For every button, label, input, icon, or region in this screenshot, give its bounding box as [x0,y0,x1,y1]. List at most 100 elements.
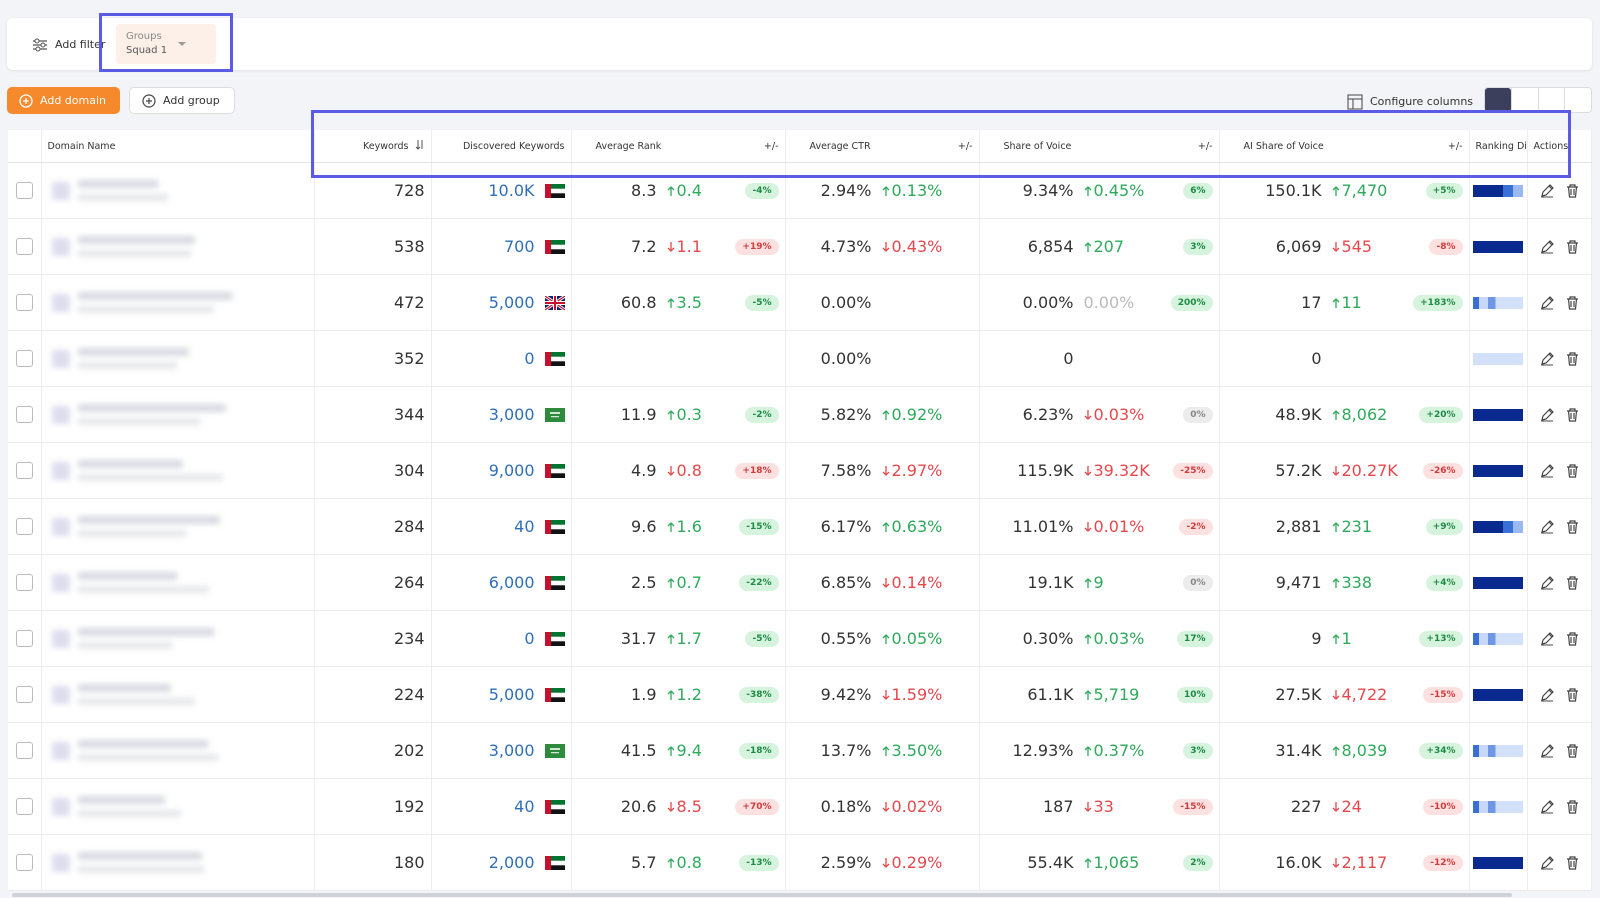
row-checkbox[interactable] [15,798,33,815]
table-cell [1469,554,1528,611]
view-list[interactable] [1510,88,1538,112]
header-label: +/- [1447,140,1463,152]
discovered-keywords[interactable]: 3,000 [488,405,535,424]
cell-content: 0.18% 0.02% [786,779,979,834]
edit-button[interactable] [1540,239,1554,254]
discovered-keywords[interactable]: 40 [514,517,535,536]
delete-button[interactable] [1566,463,1579,478]
table-cell: 2,881 231 +9% [1219,498,1470,555]
change-arrow [1084,633,1092,645]
row-checkbox[interactable] [15,462,33,479]
delete-button[interactable] [1566,239,1579,254]
table-cell: 40 [431,498,572,555]
change-arrow [667,745,675,757]
row-checkbox[interactable] [15,518,33,535]
group-select[interactable]: Groups Squad 1 [116,24,216,64]
table-cell: 4.9 0.8 +18% [571,442,786,499]
row-checkbox[interactable] [15,574,33,591]
row-checkbox[interactable] [15,686,33,703]
discovered-keywords[interactable]: 2,000 [488,853,535,872]
header-label: Average CTR [809,140,871,152]
row-checkbox[interactable] [15,742,33,759]
row-checkbox[interactable] [15,406,33,423]
discovered-keywords[interactable]: 0 [524,349,535,368]
discovered-keywords[interactable]: 700 [503,237,535,256]
view-tree[interactable] [1564,88,1591,112]
table-cell [1527,666,1592,723]
table-cell: 11.01% 0.01% -2% [979,498,1220,555]
edit-button[interactable] [1540,463,1554,478]
row-checkbox[interactable] [15,238,33,255]
view-grid[interactable] [1537,88,1565,112]
cell-content [42,331,314,386]
metric-change: 0.01% [1074,517,1156,536]
add-group-button[interactable]: Add group [129,87,235,114]
row-checkbox[interactable] [15,294,33,311]
change-badge: 6% [1183,182,1213,199]
edit-button[interactable] [1540,631,1554,646]
edit-button[interactable] [1540,687,1554,702]
add-domain-button[interactable]: Add domain [7,87,120,114]
delete-button[interactable] [1566,295,1579,310]
cell-content: 187 33 -15% [980,779,1219,834]
row-checkbox[interactable] [15,630,33,647]
change-text: 0.13% [891,181,943,200]
change-arrow [1332,745,1340,757]
edit-button[interactable] [1540,183,1554,198]
add-filter[interactable]: Add filter [20,31,117,58]
view-compact[interactable] [1485,88,1511,112]
table-cell [8,778,42,835]
delete-button[interactable] [1566,183,1579,198]
delete-button[interactable] [1566,351,1579,366]
metric-value: 0.55% [820,629,872,648]
ranking-distribution [1473,296,1523,309]
table-cell [8,330,42,387]
cell-content: 3,000 [432,387,571,442]
metric-value: 12.93% [1012,741,1074,760]
metric-change: 1.59% [872,685,972,704]
edit-button[interactable] [1540,799,1554,814]
delete-button[interactable] [1566,407,1579,422]
discovered-keywords[interactable]: 9,000 [488,461,535,480]
cell-content: 472 [315,275,431,330]
edit-button[interactable] [1540,407,1554,422]
metric-change: 0.92% [872,405,972,424]
row-checkbox[interactable] [15,854,33,871]
edit-button[interactable] [1540,575,1554,590]
change-badge: -38% [739,686,779,703]
delete-button[interactable] [1566,743,1579,758]
delete-button[interactable] [1566,855,1579,870]
discovered-keywords[interactable]: 10.0K [488,181,535,200]
delete-button[interactable] [1566,687,1579,702]
discovered-keywords[interactable]: 3,000 [488,741,535,760]
discovered-keywords[interactable]: 5,000 [488,685,535,704]
table-cell: 728 [314,162,432,219]
delete-button[interactable] [1566,519,1579,534]
highlight-box [311,110,1571,178]
configure-columns[interactable]: Configure columns [1335,88,1485,115]
header-content: Discovered Keywords [438,130,565,162]
edit-button[interactable] [1540,743,1554,758]
edit-button[interactable] [1540,855,1554,870]
discovered-keywords[interactable]: 5,000 [488,293,535,312]
delete-button[interactable] [1566,799,1579,814]
table-cell [41,778,315,835]
change-arrow [667,409,675,421]
ranking-distribution [1473,352,1523,365]
edit-button[interactable] [1540,519,1554,534]
edit-button[interactable] [1540,295,1554,310]
discovered-keywords[interactable]: 0 [524,629,535,648]
change-badge: -2% [745,406,779,423]
delete-button[interactable] [1566,631,1579,646]
metric-change: 3.50% [872,741,972,760]
metric-change: 1 [1322,629,1404,648]
discovered-keywords[interactable]: 40 [514,797,535,816]
row-checkbox[interactable] [15,182,33,199]
table-cell [1527,386,1592,443]
delete-button[interactable] [1566,575,1579,590]
edit-button[interactable] [1540,351,1554,366]
change-arrow [667,241,675,253]
cell-content: 2.59% 0.29% [786,835,979,890]
row-checkbox[interactable] [15,350,33,367]
discovered-keywords[interactable]: 6,000 [488,573,535,592]
